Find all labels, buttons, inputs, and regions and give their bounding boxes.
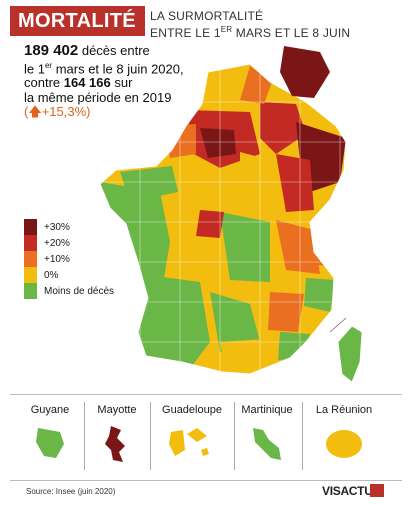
divider	[150, 402, 151, 470]
divider	[302, 402, 303, 470]
legend: +30% +20% +10% 0% Moins de décès	[24, 219, 114, 299]
map-subtitle: LA SURMORTALITÉ ENTRE LE 1ER MARS ET LE …	[150, 9, 350, 40]
territory-la-reunion: La Réunion	[306, 404, 382, 465]
brand-logo-text: VISACTU	[322, 484, 373, 498]
legend-item: +10%	[24, 251, 114, 267]
nord-department	[280, 46, 330, 98]
deaths-2019: 164 166	[63, 75, 111, 91]
territory-martinique: Martinique	[236, 404, 298, 469]
divider	[10, 480, 402, 481]
legend-item: Moins de décès	[24, 283, 114, 299]
brand-logo-icon	[370, 484, 384, 497]
subtitle-line-1: LA SURMORTALITÉ	[150, 9, 264, 23]
deaths-2020: 189 402	[24, 42, 79, 59]
divider	[84, 402, 85, 470]
legend-item: +20%	[24, 235, 114, 251]
legend-swatch	[24, 267, 37, 283]
territory-mayotte: Mayotte	[88, 404, 146, 469]
divider	[10, 394, 402, 395]
france-map	[100, 46, 363, 382]
legend-swatch	[24, 219, 37, 235]
map-title: MORTALITÉ	[10, 6, 145, 36]
legend-swatch	[24, 283, 37, 299]
territory-guadeloupe: Guadeloupe	[154, 404, 230, 467]
divider	[234, 402, 235, 470]
source-note: Source: Insee (juin 2020)	[26, 487, 116, 496]
stats-summary: 189 402 décès entre le 1er mars et le 8 …	[24, 42, 184, 120]
change-percent: (🡅+15,3%)	[24, 104, 91, 120]
legend-swatch	[24, 235, 37, 251]
legend-item: +30%	[24, 219, 114, 235]
metropole-departments	[100, 64, 346, 374]
legend-swatch	[24, 251, 37, 267]
subtitle-line-2: ENTRE LE 1ER MARS ET LE 8 JUIN	[150, 25, 351, 40]
territory-guyane: Guyane	[20, 404, 80, 465]
corsica	[337, 325, 363, 382]
legend-item: 0%	[24, 267, 114, 283]
